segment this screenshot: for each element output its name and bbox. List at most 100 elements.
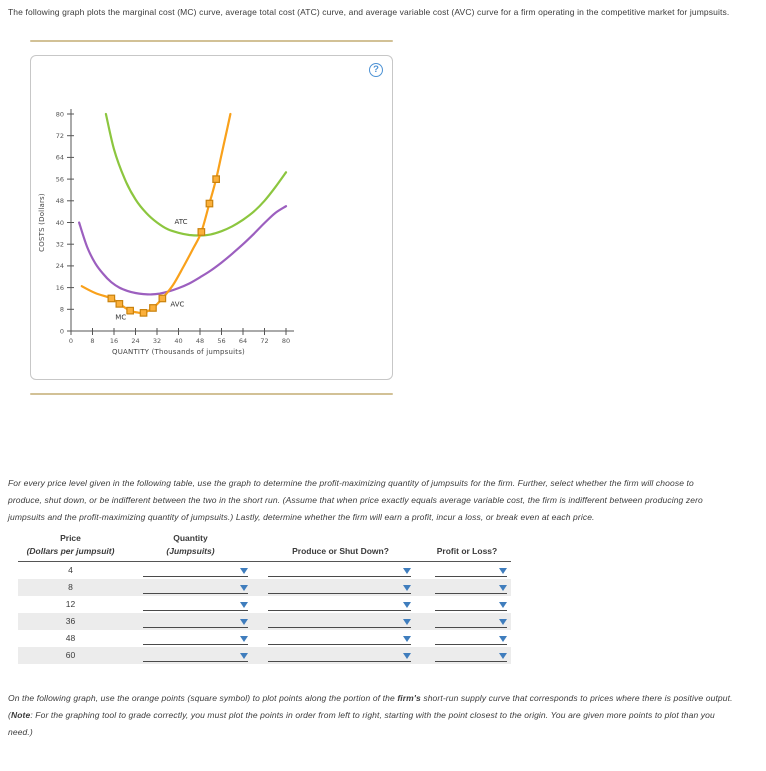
closing-text-part: short-run supply curve that corresponds … [8,692,733,720]
price-value: 48 [65,633,76,643]
mc-point-marker[interactable] [139,309,148,317]
chevron-down-icon [499,601,507,608]
produce-or-shutdown-dropdown[interactable] [268,598,411,611]
closing-bold-note: Note [10,709,31,720]
x-axis-title: QUANTITY (Thousands of jumpsuits) [112,348,245,356]
chevron-down-icon [240,584,248,591]
chevron-down-icon [499,567,507,574]
chevron-down-icon [499,652,507,659]
quantity-dropdown[interactable] [143,598,248,611]
quantity-dropdown[interactable] [143,649,248,662]
profit-or-loss-dropdown[interactable] [435,649,507,662]
produce-header-spacer [258,532,423,545]
avc-curve-label: AVC [170,301,184,309]
price-value: 12 [65,599,76,609]
table-row: 60 [18,646,511,664]
atc-curve-label: ATC [175,218,188,226]
chevron-down-icon [403,652,411,659]
produce-or-shutdown-dropdown[interactable] [268,615,411,628]
profit-or-loss-dropdown[interactable] [435,564,507,577]
cost-curves-chart[interactable]: 0 8 16 24 32 40 48 56 64 72 80 0 8 16 24 32 40 48 56 64 72 80… [35,106,375,358]
table-row: 8 [18,578,511,596]
mc-point-marker[interactable] [197,228,206,236]
closing-text-part: : For the graphing tool to grade correct… [8,709,715,737]
svg-text:16: 16 [110,337,118,345]
quantity-header: Quantity [173,533,208,543]
intro-text: The following graph plots the marginal c… [8,7,730,17]
atc-curve [104,112,288,237]
produce-or-shutdown-dropdown[interactable] [268,649,411,662]
svg-text:8: 8 [90,337,94,345]
chevron-down-icon [403,635,411,642]
quantity-dropdown[interactable] [143,564,248,577]
closing-text-part: On the following graph, use the orange p… [8,692,398,703]
svg-text:64: 64 [56,154,64,162]
produce-or-shutdown-dropdown[interactable] [268,632,411,645]
table-row: 12 [18,596,511,613]
profit-or-loss-dropdown[interactable] [435,632,507,645]
mc-point-marker[interactable] [107,294,116,303]
svg-text:24: 24 [56,262,64,270]
price-units-header: (Dollars per jumpsuit) [18,545,123,562]
y-axis-title: COSTS (Dollars) [38,193,46,252]
quantity-dropdown[interactable] [143,581,248,594]
mc-point-marker[interactable] [205,199,214,208]
svg-text:16: 16 [56,284,64,292]
profit-or-loss-dropdown[interactable] [435,598,507,611]
price-header: Price [60,533,81,543]
chevron-down-icon [499,618,507,625]
svg-text:40: 40 [56,219,64,227]
page: The following graph plots the marginal c… [8,7,733,737]
table-row: 48 [18,630,511,647]
produce-or-shutdown-dropdown[interactable] [268,564,411,577]
price-value: 36 [65,616,76,626]
closing-bold-firms: firm's [397,692,421,703]
quantity-dropdown[interactable] [143,615,248,628]
quantity-dropdown[interactable] [143,632,248,645]
mc-point-marker[interactable] [126,306,135,315]
mc-point-marker[interactable] [212,175,220,184]
chevron-down-icon [403,618,411,625]
profit-or-loss-dropdown[interactable] [435,581,507,594]
produce-or-shutdown-dropdown[interactable] [268,581,411,594]
mc-point-marker[interactable] [115,300,124,308]
instructions-text: For every price level given in the follo… [8,478,703,522]
graph-panel: ? 0 8 16 24 32 40 48 56 64 72 80 0 8 16 24 32 40 48 56 64 72… [30,55,393,380]
svg-text:8: 8 [60,306,64,314]
chevron-down-icon [403,601,411,608]
chevron-down-icon [499,635,507,642]
mc-point-marker[interactable] [158,294,167,303]
svg-text:80: 80 [282,337,290,345]
divider-top [30,40,393,42]
svg-text:32: 32 [153,337,161,345]
table-header-row-2: (Dollars per jumpsuit) (Jumpsuits) Produ… [18,545,511,562]
svg-text:56: 56 [56,175,64,183]
divider-bottom [30,393,393,395]
chevron-down-icon [240,635,248,642]
svg-text:0: 0 [60,327,64,335]
profit-or-loss-header: Profit or Loss? [423,545,511,562]
svg-text:48: 48 [56,197,64,205]
chevron-down-icon [403,584,411,591]
table-header-row-1: Price Quantity [18,532,511,545]
svg-text:0: 0 [69,337,73,345]
price-value: 60 [65,650,76,660]
svg-text:40: 40 [174,337,182,345]
price-value: 8 [68,582,73,592]
chevron-down-icon [240,601,248,608]
svg-text:72: 72 [260,337,268,345]
answer-table: Price Quantity (Dollars per jumpsuit) (J… [18,532,511,664]
svg-text:56: 56 [217,337,225,345]
price-value: 4 [68,565,73,576]
chevron-down-icon [240,652,248,659]
chevron-down-icon [403,567,411,574]
svg-text:72: 72 [56,132,64,140]
help-icon[interactable]: ? [369,63,383,77]
produce-or-shutdown-header: Produce or Shut Down? [258,545,423,562]
table-row: 4 [18,562,511,579]
mc-point-marker[interactable] [149,304,157,312]
svg-text:64: 64 [239,337,247,345]
profit-or-loss-dropdown[interactable] [435,615,507,628]
profit-header-spacer [423,532,511,545]
chevron-down-icon [499,584,507,591]
